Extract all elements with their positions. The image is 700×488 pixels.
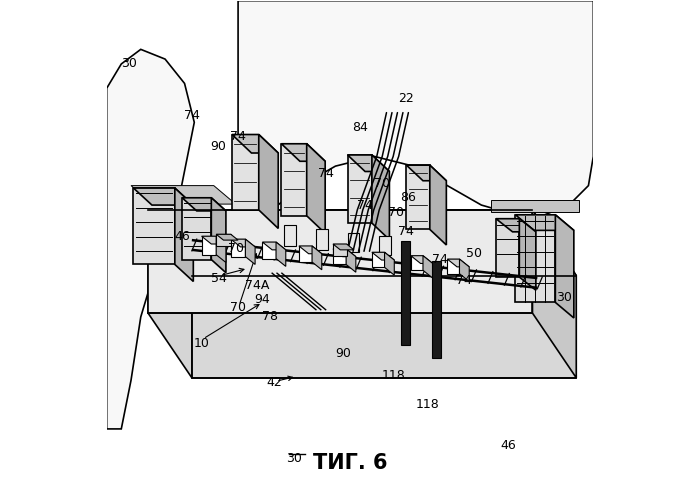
Polygon shape bbox=[232, 135, 278, 153]
Polygon shape bbox=[281, 144, 326, 161]
Text: 74: 74 bbox=[357, 199, 372, 212]
Text: 74: 74 bbox=[432, 253, 448, 266]
Polygon shape bbox=[496, 219, 536, 232]
Polygon shape bbox=[401, 241, 410, 345]
Polygon shape bbox=[333, 249, 346, 264]
Polygon shape bbox=[134, 188, 175, 264]
Polygon shape bbox=[134, 188, 193, 205]
Polygon shape bbox=[447, 259, 469, 267]
Polygon shape bbox=[533, 210, 576, 378]
Polygon shape bbox=[411, 256, 433, 264]
Text: 10: 10 bbox=[194, 337, 209, 350]
Polygon shape bbox=[411, 256, 423, 270]
Text: 74: 74 bbox=[230, 130, 246, 143]
Text: 74A: 74A bbox=[246, 279, 270, 292]
Polygon shape bbox=[333, 249, 356, 257]
Polygon shape bbox=[182, 198, 211, 260]
Text: 30: 30 bbox=[286, 451, 302, 465]
Polygon shape bbox=[515, 215, 555, 303]
Polygon shape bbox=[372, 252, 384, 267]
Polygon shape bbox=[307, 144, 326, 233]
Polygon shape bbox=[262, 242, 276, 259]
Polygon shape bbox=[333, 244, 346, 256]
Polygon shape bbox=[216, 236, 226, 263]
Polygon shape bbox=[432, 261, 440, 358]
Polygon shape bbox=[276, 242, 286, 266]
Polygon shape bbox=[202, 236, 216, 255]
Polygon shape bbox=[284, 224, 297, 246]
Polygon shape bbox=[231, 239, 255, 247]
Polygon shape bbox=[192, 276, 576, 378]
Polygon shape bbox=[519, 219, 536, 290]
Polygon shape bbox=[259, 135, 278, 228]
Text: 74: 74 bbox=[184, 108, 199, 122]
Polygon shape bbox=[348, 155, 372, 223]
Polygon shape bbox=[299, 246, 312, 262]
Polygon shape bbox=[423, 256, 433, 278]
Text: 74: 74 bbox=[398, 225, 414, 238]
Polygon shape bbox=[372, 155, 389, 240]
Text: 70: 70 bbox=[374, 177, 390, 190]
Text: 90: 90 bbox=[211, 140, 227, 153]
Polygon shape bbox=[216, 234, 231, 246]
Polygon shape bbox=[299, 246, 322, 254]
Polygon shape bbox=[491, 200, 579, 212]
Polygon shape bbox=[348, 233, 359, 252]
Text: 84: 84 bbox=[352, 121, 368, 134]
Text: 46: 46 bbox=[500, 439, 516, 452]
Text: 74: 74 bbox=[456, 274, 473, 287]
Polygon shape bbox=[515, 215, 574, 230]
Polygon shape bbox=[384, 252, 394, 275]
Text: ΤИГ. 6: ΤИГ. 6 bbox=[313, 453, 387, 473]
Polygon shape bbox=[262, 242, 286, 250]
Text: 118: 118 bbox=[382, 369, 406, 382]
Text: 90: 90 bbox=[335, 347, 351, 360]
Polygon shape bbox=[148, 210, 576, 276]
Text: 30: 30 bbox=[120, 58, 136, 70]
Polygon shape bbox=[555, 215, 574, 318]
Polygon shape bbox=[447, 259, 459, 274]
Polygon shape bbox=[316, 229, 328, 250]
Text: 78: 78 bbox=[262, 310, 278, 324]
Polygon shape bbox=[346, 249, 356, 272]
Text: 30: 30 bbox=[556, 291, 572, 304]
Polygon shape bbox=[407, 165, 430, 229]
Polygon shape bbox=[238, 0, 594, 259]
Polygon shape bbox=[148, 210, 533, 313]
Polygon shape bbox=[379, 236, 391, 255]
Polygon shape bbox=[216, 234, 238, 240]
Text: 70: 70 bbox=[389, 206, 404, 219]
Text: 46: 46 bbox=[174, 230, 190, 243]
Polygon shape bbox=[459, 259, 469, 282]
Polygon shape bbox=[106, 49, 195, 429]
Text: 70: 70 bbox=[230, 301, 246, 314]
Polygon shape bbox=[407, 165, 447, 181]
Polygon shape bbox=[496, 219, 519, 277]
Polygon shape bbox=[430, 165, 447, 245]
Polygon shape bbox=[148, 210, 192, 378]
Text: 22: 22 bbox=[398, 92, 414, 104]
Polygon shape bbox=[246, 239, 255, 264]
Polygon shape bbox=[348, 155, 389, 171]
Text: 54: 54 bbox=[211, 271, 227, 285]
Text: 94: 94 bbox=[255, 293, 270, 306]
Text: 74: 74 bbox=[318, 167, 334, 180]
Polygon shape bbox=[232, 135, 259, 210]
Polygon shape bbox=[182, 198, 226, 211]
Polygon shape bbox=[202, 236, 226, 244]
Polygon shape bbox=[131, 185, 236, 204]
Polygon shape bbox=[372, 252, 394, 260]
Polygon shape bbox=[175, 188, 193, 282]
Polygon shape bbox=[312, 246, 322, 270]
Text: 70: 70 bbox=[228, 243, 244, 255]
Polygon shape bbox=[333, 244, 354, 250]
Polygon shape bbox=[281, 144, 307, 216]
Text: 42: 42 bbox=[267, 376, 283, 389]
Text: 50: 50 bbox=[466, 247, 482, 260]
Polygon shape bbox=[231, 239, 246, 257]
Text: 118: 118 bbox=[416, 398, 440, 411]
Polygon shape bbox=[211, 198, 226, 273]
Text: 86: 86 bbox=[400, 191, 416, 204]
